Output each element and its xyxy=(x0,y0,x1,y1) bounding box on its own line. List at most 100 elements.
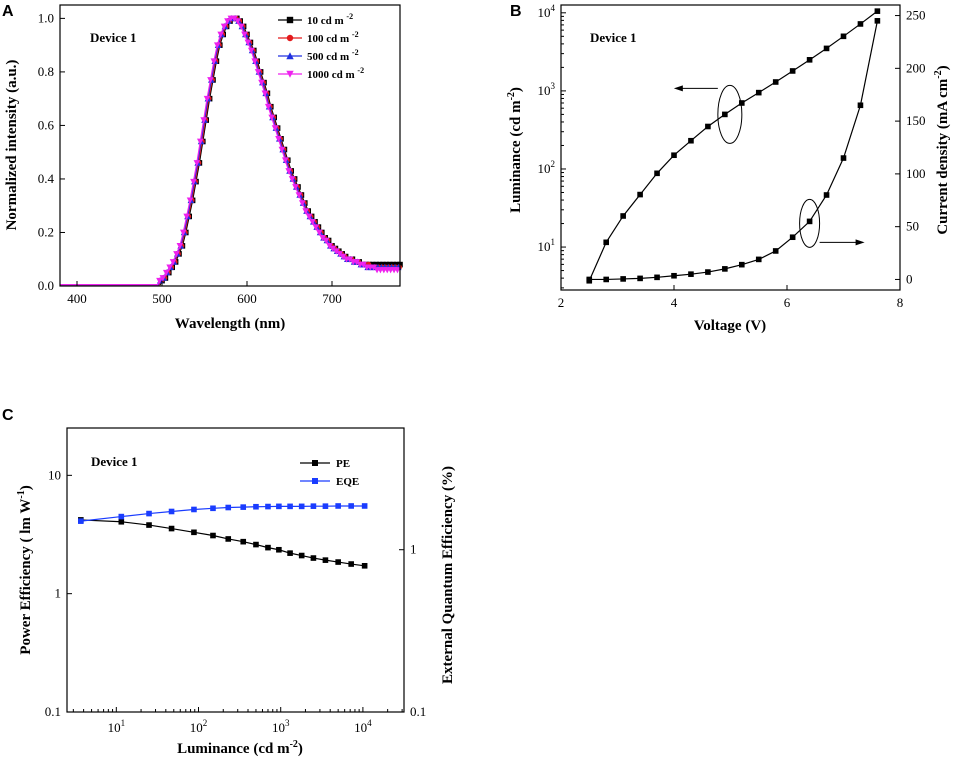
series-point-pe xyxy=(225,536,232,542)
x-tick-label: 600 xyxy=(237,291,257,306)
y-tick-label: 0.0 xyxy=(38,278,54,293)
series-3-point xyxy=(176,243,184,250)
series-3-point xyxy=(326,243,333,250)
series-point-eqe xyxy=(310,503,317,509)
series-3-point xyxy=(251,58,258,65)
luminance-point xyxy=(755,89,762,96)
series-point-eqe xyxy=(287,503,293,510)
current-density-point xyxy=(874,18,881,24)
series-3-point xyxy=(166,264,173,271)
series-3-point xyxy=(275,136,282,143)
x-tick-label: 4 xyxy=(671,295,678,310)
current-density-point xyxy=(840,155,847,161)
series-3-point xyxy=(217,31,224,38)
series-3-point xyxy=(190,178,197,186)
panel-b-ylabel-right: Current density (mA cm-2) xyxy=(933,65,951,234)
series-3-point xyxy=(302,208,309,215)
series-point-pe xyxy=(310,555,317,561)
panel-a: A 400 500 600 700 0.0 0.2 0.4 0.6 0.8 1.0 Device … xyxy=(2,3,403,332)
series-3-point xyxy=(241,31,248,38)
series-point-pe xyxy=(265,544,271,551)
panel-c-letter: C xyxy=(2,407,14,424)
luminance-point xyxy=(688,137,694,144)
panel-b-axes: 2 4 6 8 101 102 103 104 0 50 100 150 200 250 xyxy=(538,3,926,310)
luminance-point xyxy=(772,79,779,85)
series-point-pe xyxy=(253,541,259,548)
current-density-point xyxy=(620,276,626,282)
series-3-point xyxy=(370,264,377,271)
series-3-point xyxy=(186,197,194,204)
series-0-point xyxy=(387,261,393,268)
legend-label-0: PE xyxy=(336,458,350,470)
series-3-point xyxy=(336,251,343,258)
series-point-eqe xyxy=(191,506,197,513)
panel-b-ylabel: Luminance (cd m-2) xyxy=(506,87,524,213)
series-3-point xyxy=(360,261,367,268)
y-right-tick-label: 0 xyxy=(906,271,913,286)
legend-marker-2 xyxy=(286,52,294,60)
series-3-point xyxy=(162,269,170,277)
luminance-point xyxy=(857,21,864,27)
series-3-point xyxy=(339,253,347,260)
y-right-tick-label: 250 xyxy=(906,8,926,23)
series-3-point xyxy=(271,125,279,132)
series-3-point xyxy=(288,176,296,183)
panel-a-title: Device 1 xyxy=(90,30,137,45)
current-density-point xyxy=(637,275,643,282)
series-point-eqe xyxy=(78,518,84,524)
luminance-line xyxy=(588,10,878,282)
series-3-point xyxy=(295,192,303,199)
series-3-point xyxy=(332,248,340,255)
series-point-pe xyxy=(287,550,293,556)
panel-a-axes: 400 500 600 700 0.0 0.2 0.4 0.6 0.8 1.0 xyxy=(38,10,342,306)
series-point-eqe xyxy=(118,513,125,520)
series-3-point xyxy=(224,18,231,25)
current-density-point xyxy=(823,192,830,198)
luminance-point xyxy=(671,152,677,159)
current-density-line xyxy=(589,20,878,281)
series-3-point xyxy=(281,157,289,164)
luminance-point xyxy=(806,57,813,63)
series-3-point xyxy=(353,259,360,266)
y-tick-label: 101 xyxy=(538,237,556,254)
panel-a-legend: 10 cd m -2 100 cd m -2 500 cd m -2 1000 cd … xyxy=(278,12,364,81)
series-point-eqe xyxy=(240,504,247,510)
luminance-point xyxy=(654,170,660,177)
luminance-point xyxy=(789,68,796,74)
x-tick-label: 400 xyxy=(67,291,87,306)
luminance-point xyxy=(722,111,728,118)
panel-c-ylabel-right: External Quantum Efficiency (%) xyxy=(440,466,456,684)
series-3-point xyxy=(203,95,211,103)
panel-c-series xyxy=(78,503,368,569)
current-density-point xyxy=(688,271,694,277)
panel-a-frame xyxy=(59,4,401,287)
panel-c-title: Device 1 xyxy=(91,454,138,469)
series-3-point xyxy=(309,218,316,226)
legend-label-1: EQE xyxy=(336,476,359,488)
current-density-point xyxy=(705,269,711,275)
series-0-point xyxy=(376,261,383,268)
luminance-point xyxy=(637,191,643,198)
current-density-point xyxy=(603,276,609,283)
y-tick-label: 0.2 xyxy=(38,224,54,239)
series-3-point xyxy=(292,184,299,191)
luminance-point xyxy=(705,123,711,130)
luminance-point xyxy=(620,213,626,219)
series-3-point xyxy=(346,256,354,263)
series-3-point xyxy=(196,138,204,145)
current-density-point xyxy=(722,266,728,272)
series-3-point xyxy=(237,23,245,30)
y-tick-label: 1 xyxy=(55,586,62,601)
series-3-point xyxy=(394,267,401,274)
series-3-point xyxy=(312,224,320,231)
current-density-point xyxy=(654,274,660,281)
panel-b-letter: B xyxy=(510,3,522,20)
current-density-point xyxy=(857,102,864,109)
y-tick-label: 0.4 xyxy=(38,171,55,186)
current-density-point xyxy=(671,272,677,279)
series-point-eqe xyxy=(361,503,368,509)
y-right-tick-label: 1 xyxy=(410,542,417,557)
series-3-point xyxy=(268,114,275,121)
series-point-pe xyxy=(348,561,354,567)
